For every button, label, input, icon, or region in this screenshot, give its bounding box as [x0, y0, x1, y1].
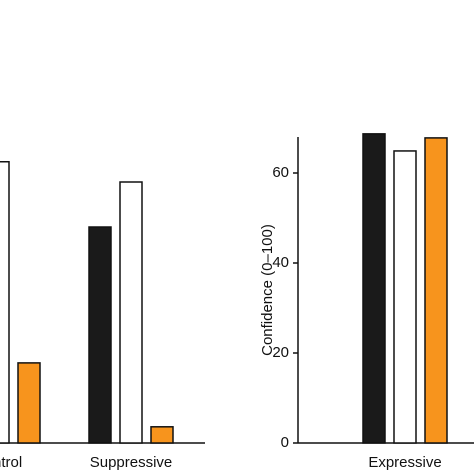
bar	[150, 426, 174, 444]
bar	[393, 150, 417, 444]
y-tick-label: 40	[272, 254, 289, 271]
bar	[119, 181, 143, 444]
bar	[17, 362, 41, 444]
bar	[0, 161, 10, 444]
y-tick-label: 20	[272, 344, 289, 361]
bar	[88, 226, 112, 444]
bar	[362, 133, 386, 444]
x-tick-label: Expressive	[368, 454, 441, 471]
y-axis-label: Confidence (0–100)	[259, 224, 276, 356]
x-tick-label: Control	[0, 454, 22, 471]
y-tick-label: 0	[281, 434, 289, 451]
x-tick-label: Suppressive	[90, 454, 173, 471]
bar	[424, 137, 448, 444]
y-tick-label: 60	[272, 164, 289, 181]
